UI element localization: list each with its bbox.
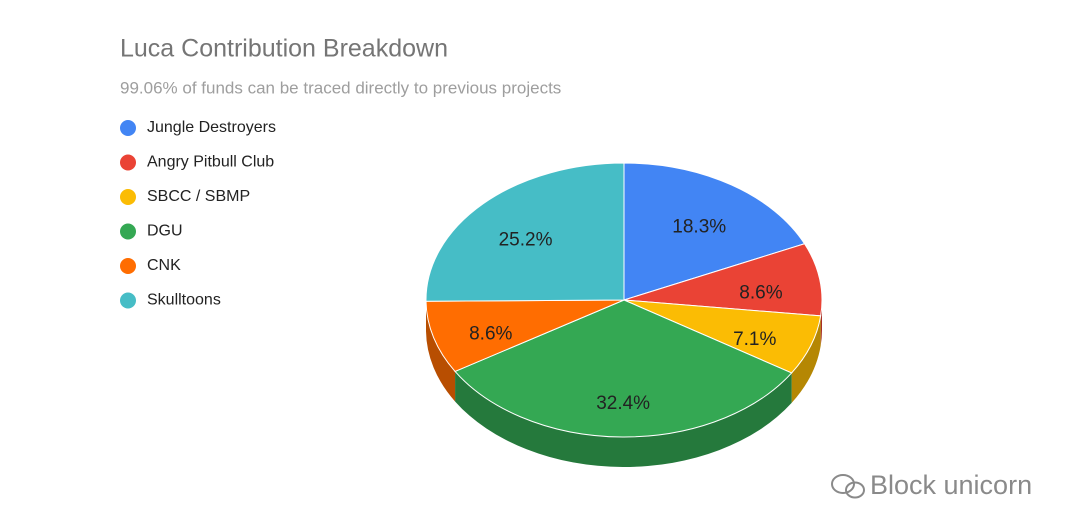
chart-title: Luca Contribution Breakdown	[120, 35, 448, 63]
data-label: 7.1%	[733, 329, 776, 350]
data-label: 25.2%	[499, 230, 553, 251]
pie-slice	[425, 299, 625, 373]
watermark-icon	[831, 474, 865, 499]
legend-swatch	[120, 258, 136, 274]
pie-slice-side	[791, 315, 821, 403]
data-label: 18.3%	[672, 216, 726, 237]
pie-slice	[454, 299, 793, 438]
pie-slice	[623, 162, 806, 301]
legend-label: SBCC / SBMP	[147, 188, 250, 205]
chart-subtitle: 99.06% of funds can be traced directly t…	[120, 78, 561, 97]
legend-swatch	[120, 189, 136, 205]
legend-label: Skulltoons	[147, 292, 221, 309]
pie-slice	[425, 162, 625, 302]
legend-swatch	[120, 120, 136, 136]
pie-slice-side	[426, 301, 456, 402]
legend-label: DGU	[147, 223, 183, 240]
data-label: 8.6%	[739, 282, 782, 303]
legend-label: Jungle Destroyers	[147, 119, 276, 136]
legend-swatch	[120, 292, 136, 309]
pie-slice-side	[455, 371, 792, 468]
data-label: 8.6%	[469, 323, 512, 344]
legend-swatch	[120, 223, 136, 240]
legend-label: CNK	[147, 257, 181, 274]
legend-label: Angry Pitbull Club	[147, 154, 274, 171]
legend-swatch	[120, 154, 136, 171]
watermark: Block unicorn	[870, 470, 1032, 500]
pie-slice	[623, 243, 823, 317]
data-label: 32.4%	[596, 393, 650, 414]
